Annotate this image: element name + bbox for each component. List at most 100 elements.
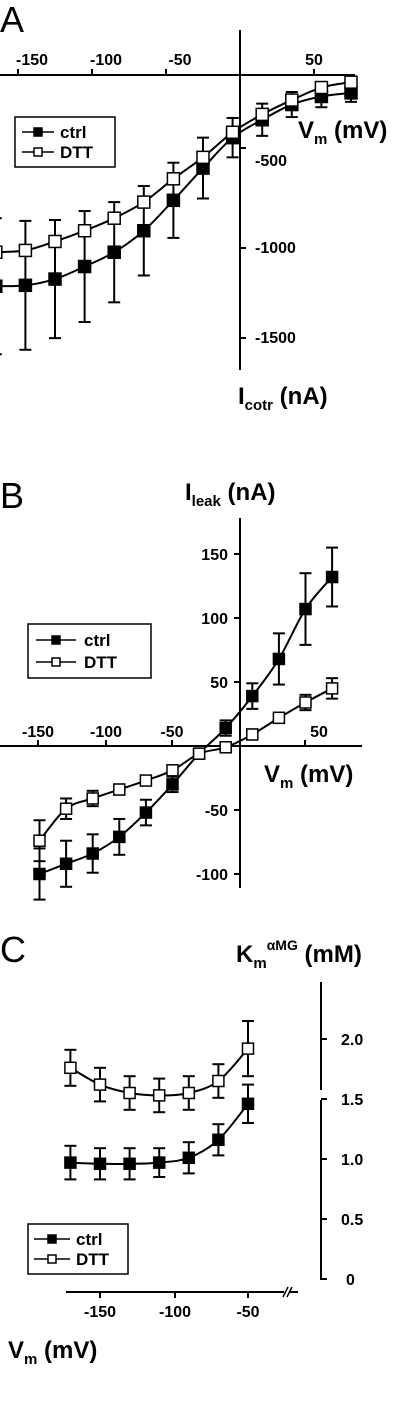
panel-c-dtt-point — [241, 1042, 255, 1055]
panel-b-ctrl-point — [299, 602, 312, 616]
panel-c-x-tick-label: -150 — [84, 1304, 116, 1321]
legend-dtt-label: DTT — [84, 653, 118, 672]
panel-c-y-tick-label: 1.5 — [341, 1092, 363, 1109]
panel-a-ctrl-point — [0, 279, 3, 293]
panel-b-y-axis-label: Ileak (nA) — [185, 479, 276, 510]
panel-a-y-tick-label: -1500 — [255, 330, 296, 347]
panel-b-dtt-point — [192, 747, 206, 760]
legend-dtt-marker — [33, 147, 43, 157]
panel-c-y-tick-label: 2.0 — [341, 1032, 363, 1049]
panel-b: B -150 -100 -50 50 150 100 50 -50 -100 V… — [0, 475, 362, 901]
panel-a-y-tick-label: -500 — [255, 153, 287, 170]
legend-ctrl-label: ctrl — [60, 123, 86, 142]
panel-b-ctrl-point — [272, 652, 286, 666]
panel-b-dtt-point — [219, 741, 232, 754]
panel-c: C KmαMG (mM) 2.0 1.5 1.0 0.5 0 -150 -100 — [0, 929, 363, 1368]
panel-c-x-tick-label: -100 — [159, 1304, 191, 1321]
panel-b-label: B — [0, 475, 24, 516]
panel-a-x-tick-label: -50 — [168, 52, 191, 69]
panel-a-x-axis-label: Vm (mV) — [298, 117, 387, 148]
panel-b-y-axis: 150 100 50 -50 -100 — [196, 518, 241, 888]
panel-c-dtt-point — [212, 1074, 225, 1088]
panel-c-plot-area — [64, 1020, 255, 1181]
panel-c-y-tick-label: 0 — [346, 1272, 355, 1289]
panel-a-label: A — [0, 0, 24, 40]
panel-b-ctrl-point — [113, 830, 126, 844]
panel-c-x-axis-label: Vm (mV) — [8, 1337, 97, 1368]
panel-a-dtt-point — [314, 80, 329, 95]
panel-b-y-tick-label: 150 — [201, 547, 228, 564]
panel-b-dtt-point — [86, 792, 99, 805]
panel-b-ctrl-point — [86, 847, 99, 860]
axis-break-mark — [286, 1286, 293, 1298]
panel-a-x-tick-label: -100 — [90, 52, 122, 69]
panel-b-plot-area — [33, 546, 339, 901]
legend-ctrl-marker — [33, 127, 43, 137]
panel-b-dtt-point — [246, 728, 259, 741]
panel-b-dtt-point — [113, 783, 126, 796]
panel-a-ctrl-point — [18, 278, 33, 293]
legend-ctrl-label: ctrl — [84, 631, 110, 650]
panel-c-dtt-point — [64, 1061, 77, 1075]
panel-b-y-tick-label: 100 — [201, 611, 228, 628]
panel-b-ctrl-point — [325, 570, 339, 584]
panel-a-ctrl-point — [77, 259, 92, 274]
panel-c-ctrl-point — [212, 1133, 225, 1147]
panel-c-ctrl-point — [123, 1157, 136, 1171]
panel-c-y-axis: 2.0 1.5 1.0 0.5 0 — [320, 982, 363, 1289]
panel-b-dtt-point — [59, 802, 73, 815]
panel-b-legend: ctrl DTT — [27, 623, 152, 679]
panel-a-dtt-point — [107, 211, 121, 225]
panel-a-dtt-point — [48, 234, 62, 249]
legend-ctrl-marker — [51, 635, 61, 645]
panel-c-label: C — [0, 929, 26, 970]
panel-c-x-axis: -150 -100 -50 — [66, 1286, 298, 1321]
panel-a-dtt-point — [225, 125, 240, 140]
panel-b-x-tick-label: 50 — [310, 724, 328, 741]
panel-c-dtt-point — [152, 1089, 166, 1102]
panel-b-x-axis-label: Vm (mV) — [264, 761, 353, 792]
panel-b-ctrl-point — [166, 778, 179, 791]
panel-a-dtt-point — [285, 93, 299, 107]
panel-a-dtt-point — [196, 150, 210, 165]
panel-a-ctrl-point — [48, 272, 62, 286]
panel-b-dtt-point — [166, 764, 179, 777]
panel-b-y-tick-label: -100 — [196, 867, 228, 884]
panel-a-plot-area — [0, 75, 358, 356]
panel-b-y-tick-label: -50 — [205, 803, 228, 820]
panel-b-x-axis: -150 -100 -50 50 — [0, 724, 362, 747]
panel-c-dtt-point — [93, 1078, 107, 1091]
panel-a-y-axis: -500 -1000 -1500 — [239, 30, 296, 370]
panel-a-dtt-point — [166, 172, 181, 186]
panel-b-x-tick-label: -150 — [22, 724, 54, 741]
panel-b-ctrl-point — [246, 689, 259, 703]
panel-b-dtt-line — [38, 687, 333, 842]
panel-a-dtt-point — [137, 195, 151, 209]
panel-a-ctrl-point — [137, 223, 151, 238]
panel-c-dtt-point — [123, 1086, 136, 1100]
panel-a-x-tick-label: -150 — [16, 52, 48, 69]
panel-a-dtt-point — [0, 245, 3, 259]
panel-c-y-axis-label: KmαMG (mM) — [236, 937, 362, 972]
panel-c-ctrl-point — [64, 1156, 77, 1169]
panel-a-ctrl-point — [166, 193, 181, 208]
panel-c-legend: ctrl DTT — [27, 1223, 129, 1275]
panel-b-dtt-point — [33, 834, 46, 847]
panel-a-x-axis: -150 -100 -50 50 — [0, 52, 355, 76]
panel-a-y-axis-label: Icotr (nA) — [238, 383, 328, 414]
panel-a-dtt-point — [255, 107, 269, 122]
panel-c-ctrl-point — [93, 1157, 107, 1171]
panel-a-y-tick-label: -1000 — [255, 240, 296, 257]
panel-b-x-tick-label: -100 — [90, 724, 122, 741]
panel-c-y-tick-label: 1.0 — [341, 1152, 363, 1169]
panel-c-ctrl-point — [152, 1156, 166, 1169]
axis-break-mark — [282, 1286, 289, 1298]
panel-b-ctrl-line — [39, 576, 333, 875]
panel-b-ctrl-point — [139, 806, 153, 819]
panel-b-x-tick-label: -50 — [160, 724, 183, 741]
panel-b-dtt-point — [299, 696, 312, 709]
panel-a: A -150 -100 -50 50 -500 -1000 -1500 Vm (… — [0, 0, 387, 414]
panel-b-dtt-point — [325, 682, 339, 695]
panel-a-dtt-point — [18, 243, 33, 258]
